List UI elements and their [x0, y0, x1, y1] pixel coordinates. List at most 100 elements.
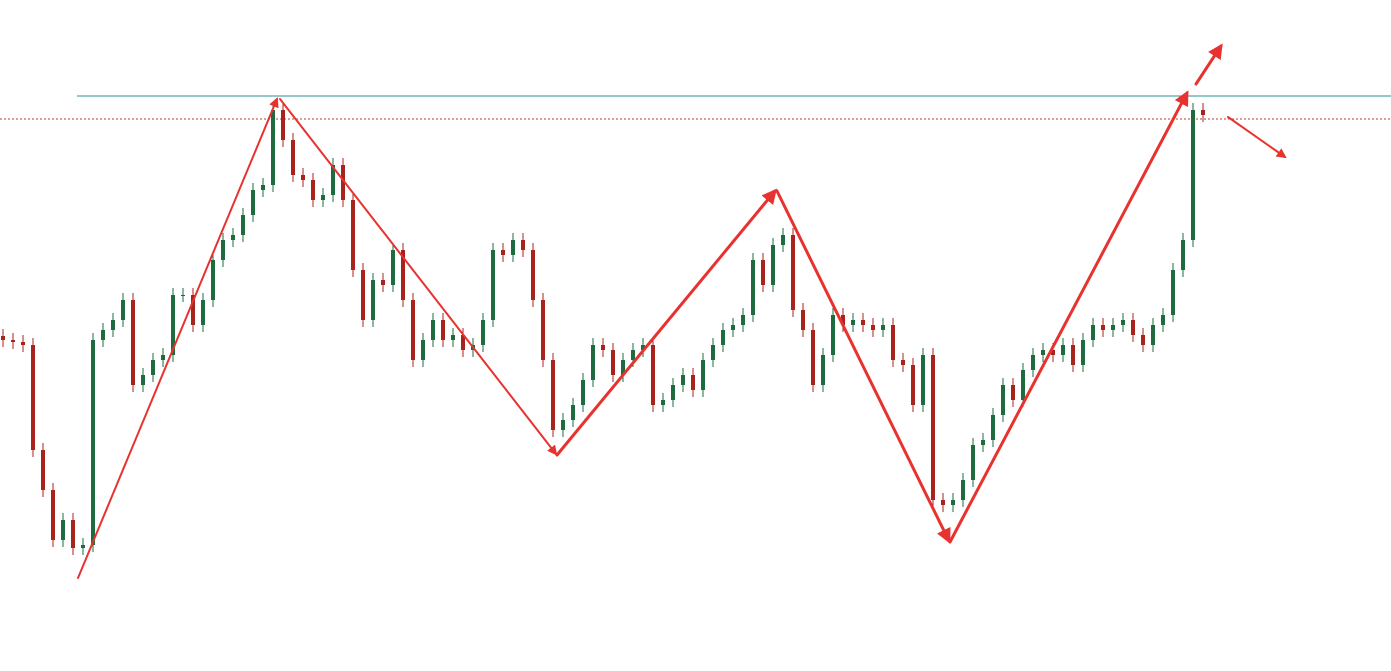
candle-body — [1181, 240, 1185, 270]
level-lines — [0, 95, 1391, 120]
candle-body — [871, 325, 875, 330]
candle-body — [921, 355, 925, 405]
swing-arrow — [555, 188, 777, 457]
candle-body — [771, 245, 775, 285]
candle-body — [201, 300, 205, 325]
candle-body — [521, 240, 525, 250]
candle-body — [981, 440, 985, 445]
candle-body — [271, 110, 275, 185]
candle-body — [691, 375, 695, 390]
candle-body — [1071, 345, 1075, 365]
candle-body — [111, 320, 115, 330]
candle-body — [391, 250, 395, 285]
candle-body — [431, 320, 435, 340]
candle-body — [551, 360, 555, 430]
candle-body — [331, 165, 335, 195]
candle-body — [831, 315, 835, 355]
candle-body — [821, 355, 825, 385]
candle-body — [1011, 385, 1015, 400]
candle-body — [131, 300, 135, 385]
zigzag-annotations — [77, 43, 1287, 579]
candle-body — [121, 300, 125, 320]
candle-body — [681, 375, 685, 385]
candle-body — [591, 345, 595, 380]
candle-body — [651, 345, 655, 405]
swing-arrow — [775, 189, 951, 544]
candle-body — [631, 350, 635, 360]
candle-body — [861, 320, 865, 325]
candle-body — [251, 190, 255, 215]
candle-body — [1, 336, 5, 340]
candle-body — [1171, 270, 1175, 315]
candle-body — [711, 345, 715, 360]
candle-body — [61, 520, 65, 540]
candle-body — [151, 360, 155, 375]
candle-body — [241, 215, 245, 235]
candle-body — [911, 365, 915, 405]
candle-body — [1001, 385, 1005, 415]
candle-body — [671, 385, 675, 400]
candle-body — [321, 195, 325, 200]
candle-body — [891, 325, 895, 360]
candle-body — [171, 295, 175, 355]
candle-body — [441, 320, 445, 340]
candle-body — [361, 270, 365, 320]
candle-body — [11, 340, 15, 342]
candle-body — [451, 335, 455, 340]
candle-body — [71, 520, 75, 548]
candle-body — [191, 295, 195, 325]
candle-body — [281, 110, 285, 140]
candle-body — [481, 320, 485, 345]
candle-body — [741, 315, 745, 325]
swing-arrow — [948, 90, 1189, 544]
candle-body — [531, 250, 535, 300]
candle-body — [511, 240, 515, 255]
candle-body — [811, 330, 815, 385]
rejection-arrow — [1227, 116, 1287, 159]
candle-body — [351, 200, 355, 270]
candle-body — [851, 320, 855, 325]
candle-body — [561, 420, 565, 430]
candles — [1, 103, 1205, 555]
candle-body — [41, 450, 45, 490]
candle-body — [881, 325, 885, 330]
candle-body — [931, 355, 935, 500]
candle-body — [991, 415, 995, 440]
candle-body — [1061, 345, 1065, 355]
candle-body — [1041, 350, 1045, 355]
candle-body — [491, 250, 495, 320]
candle-body — [1201, 110, 1205, 115]
candle-body — [381, 280, 385, 285]
candle-body — [611, 350, 615, 375]
candle-body — [461, 335, 465, 350]
candle-body — [501, 250, 505, 255]
candle-body — [731, 325, 735, 330]
candle-body — [701, 360, 705, 390]
candle-body — [761, 260, 765, 285]
candle-body — [1121, 320, 1125, 325]
candle-body — [211, 260, 215, 300]
candle-body — [621, 360, 625, 375]
swing-arrow — [279, 98, 558, 456]
candle-body — [231, 235, 235, 240]
candle-body — [751, 260, 755, 315]
candle-body — [141, 375, 145, 385]
candle-body — [1101, 325, 1105, 330]
candle-body — [31, 345, 35, 450]
candle-body — [1031, 355, 1035, 370]
candle-body — [1161, 315, 1165, 325]
candle-body — [181, 295, 185, 296]
candle-body — [941, 500, 945, 505]
candle-body — [51, 490, 55, 540]
swing-arrow — [77, 97, 279, 579]
candle-body — [301, 175, 305, 180]
candle-body — [1191, 110, 1195, 240]
candle-body — [91, 340, 95, 545]
candle-body — [601, 345, 605, 350]
candle-body — [721, 330, 725, 345]
candle-body — [1021, 370, 1025, 400]
candle-body — [571, 405, 575, 420]
candle-body — [641, 345, 645, 350]
candle-body — [421, 340, 425, 360]
candle-body — [1111, 325, 1115, 330]
